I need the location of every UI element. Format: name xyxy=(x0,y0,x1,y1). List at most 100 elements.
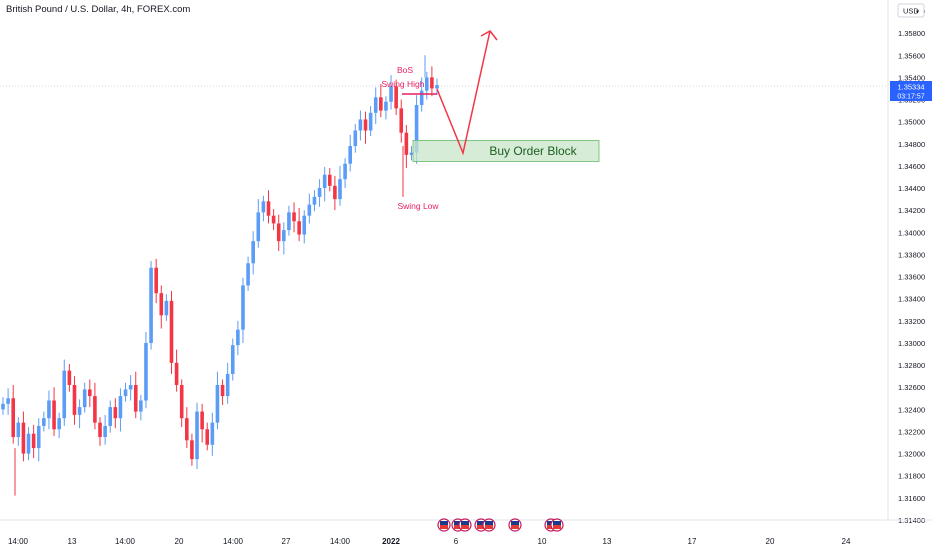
candle-body xyxy=(123,389,128,397)
candle-body xyxy=(133,385,138,412)
candle-body xyxy=(246,263,250,286)
candle-body xyxy=(149,267,153,343)
candle-body xyxy=(230,345,235,374)
candle-body xyxy=(435,85,439,89)
candle-body xyxy=(256,212,261,242)
event-flag-canton xyxy=(454,521,462,525)
projection-path xyxy=(436,30,491,156)
candle-body xyxy=(282,230,286,242)
time-tick-label: 14:00 xyxy=(115,537,136,546)
time-tick-label: 24 xyxy=(842,537,851,546)
time-tick-label: 14:00 xyxy=(330,537,351,546)
candle-body xyxy=(292,212,296,222)
candle-body xyxy=(169,300,174,363)
candle-body xyxy=(430,77,434,89)
candle-body xyxy=(358,119,363,131)
candle-body xyxy=(62,370,67,419)
candle-body xyxy=(220,385,225,397)
price-tick-label: 1.32600 xyxy=(898,383,925,392)
event-flag-canton xyxy=(477,521,485,525)
candle-body xyxy=(368,112,373,131)
price-tick-label: 1.31800 xyxy=(898,472,925,481)
time-tick-label: 2022 xyxy=(382,537,400,546)
candle-body xyxy=(261,201,266,213)
event-flag-icon xyxy=(458,518,472,532)
price-tick-label: 1.33000 xyxy=(898,339,925,348)
candle-body xyxy=(225,373,230,397)
price-tick-label: 1.32000 xyxy=(898,450,925,459)
candle-body xyxy=(113,407,118,419)
price-tick-label: 1.32200 xyxy=(898,427,925,436)
candle-body xyxy=(174,362,179,386)
event-flag-icon xyxy=(437,518,451,532)
candle-body xyxy=(419,90,424,106)
candle-body xyxy=(210,422,215,445)
candle-body xyxy=(322,174,327,189)
candle-body xyxy=(424,77,429,91)
event-flag-icon xyxy=(482,518,496,532)
price-tick-label: 1.34400 xyxy=(898,184,925,193)
candle-body xyxy=(144,342,148,401)
event-flag-stripes xyxy=(461,525,469,529)
candle-body xyxy=(21,422,26,454)
swing-low-label: Swing Low xyxy=(397,201,439,211)
candle-body xyxy=(36,425,41,449)
candle-body xyxy=(103,425,107,438)
candle-body xyxy=(317,188,322,197)
price-tick-label: 1.34600 xyxy=(898,162,925,171)
price-tick-label: 1.35600 xyxy=(898,51,925,60)
candle-body xyxy=(399,108,404,133)
candle-body xyxy=(327,174,332,186)
time-tick-label: 20 xyxy=(766,537,775,546)
currency-label: USD xyxy=(903,7,919,16)
candle-body xyxy=(52,400,56,430)
candle-body xyxy=(1,403,5,410)
time-tick-label: 27 xyxy=(282,537,291,546)
candle-body xyxy=(164,300,169,316)
candle-body xyxy=(215,385,220,423)
candle-body xyxy=(389,86,393,102)
candle-body xyxy=(297,221,301,235)
event-flag-stripes xyxy=(553,525,561,529)
price-tick-label: 1.33400 xyxy=(898,295,925,304)
time-tick-label: 14:00 xyxy=(223,537,244,546)
bar-countdown: 03:17:57 xyxy=(897,94,924,101)
order-block-label: Buy Order Block xyxy=(489,144,577,158)
bos-label: BoS xyxy=(397,65,413,75)
event-flag-icon xyxy=(508,518,522,532)
time-tick-label: 13 xyxy=(68,537,77,546)
candle-body xyxy=(414,105,419,153)
candle-body xyxy=(67,370,72,386)
event-flag-stripes xyxy=(477,525,485,529)
candle-body xyxy=(251,241,255,264)
candle-body xyxy=(6,398,10,404)
candle-body xyxy=(373,97,378,113)
event-flag-canton xyxy=(553,521,561,525)
candle-body xyxy=(42,418,46,426)
price-tick-label: 1.35000 xyxy=(898,118,925,127)
event-flag-stripes xyxy=(454,525,462,529)
candle-body xyxy=(139,400,143,412)
currency-box xyxy=(897,3,925,18)
candle-body xyxy=(307,204,312,216)
event-flag-icon xyxy=(550,518,564,532)
event-flag-canton xyxy=(485,521,493,525)
candle-body xyxy=(312,196,317,205)
candle-body xyxy=(179,385,184,419)
candle-body xyxy=(333,185,337,200)
candle-body xyxy=(16,422,21,438)
last-price-label: 1.35334 03:17:57 xyxy=(890,81,932,101)
price-tick-label: 1.34000 xyxy=(898,228,925,237)
candle-body xyxy=(93,396,97,423)
candle-body xyxy=(128,385,133,390)
projection-arrowhead xyxy=(480,30,498,41)
candle-body xyxy=(338,179,342,200)
candle-body xyxy=(31,433,36,449)
price-tick-label: 1.35800 xyxy=(898,29,925,38)
candle-body xyxy=(11,398,16,438)
candle-body xyxy=(266,201,271,216)
swing-high-label: Swing High xyxy=(382,79,425,89)
candle-body xyxy=(200,411,204,430)
currency-selector[interactable]: USD▾ xyxy=(897,3,925,18)
